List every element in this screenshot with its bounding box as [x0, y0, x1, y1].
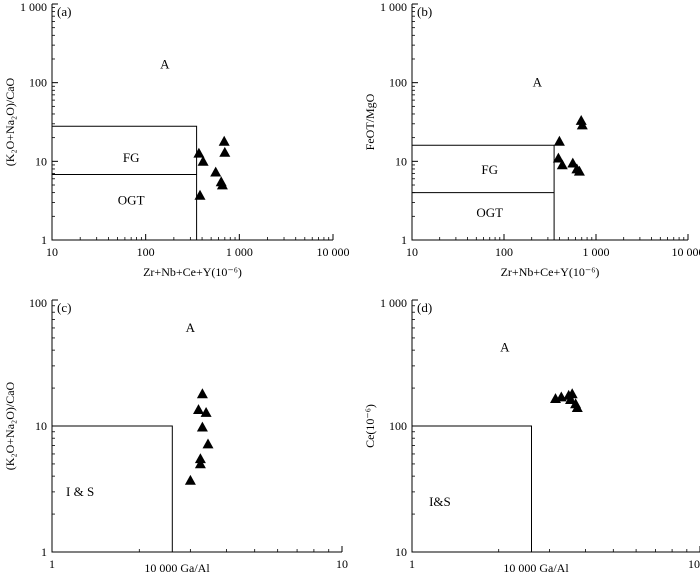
y-tick-label: 100 [389, 76, 407, 90]
data-point [216, 179, 228, 190]
region-label: OGT [118, 192, 145, 207]
data-point [553, 135, 565, 146]
y-axis-label: FeOT/MgO [363, 93, 377, 150]
y-tick-label: 10 [35, 419, 47, 433]
data-point [576, 119, 588, 130]
region-label: I&S [429, 494, 451, 509]
x-tick-label: 10 [336, 557, 348, 571]
y-tick-label: 1 [401, 233, 407, 247]
data-point [193, 404, 204, 414]
axis-lines [411, 4, 688, 241]
data-point [219, 146, 231, 157]
field-boundary [412, 144, 555, 240]
y-tick-label: 10 [395, 154, 407, 168]
panel-label: (c) [57, 300, 71, 315]
x-tick-label: 1 [409, 557, 415, 571]
region-label: I & S [66, 484, 94, 499]
data-point [202, 438, 214, 449]
panel-label: (b) [417, 4, 432, 19]
data-point [565, 394, 576, 404]
x-tick-label: 10 000 [672, 245, 700, 259]
region-label: FG [481, 162, 498, 177]
region-label: OGT [476, 205, 503, 220]
data-point [575, 115, 587, 125]
field-boundary [52, 125, 198, 240]
panel-2: 1 10 1 10 100 10 000 Ga/Al (K₂O+Na₂O)/CaO (c) A I… [3, 296, 348, 573]
data-point [197, 155, 209, 166]
data-point [194, 453, 206, 464]
y-axis-label: Ce(10⁻⁶) [363, 404, 377, 448]
x-axis-label: Zr+Nb+Ce+Y(10⁻⁶) [143, 265, 242, 279]
x-tick-label: 10 [406, 245, 418, 259]
region-label: A [533, 75, 543, 90]
data-point [571, 402, 583, 412]
data-point [200, 407, 212, 417]
data-point [210, 166, 222, 177]
y-tick-label: 10 [395, 545, 407, 559]
y-tick-label: 1 [41, 233, 47, 247]
y-tick-label: 100 [389, 419, 407, 433]
data-point [218, 135, 230, 146]
x-axis-label: 10 000 Ga/Al [503, 561, 569, 573]
data-point [184, 474, 196, 485]
x-axis-label: 10 000 Ga/Al [144, 561, 210, 573]
region-label: FG [123, 150, 140, 165]
y-tick-label: 1 [41, 545, 47, 559]
x-tick-label: 10 [688, 557, 700, 571]
x-axis-label: Zr+Nb+Ce+Y(10⁻⁶) [501, 265, 600, 279]
y-tick-label: 100 [29, 76, 47, 90]
y-tick-label: 100 [29, 296, 47, 310]
data-point [194, 189, 206, 200]
x-tick-label: 10 000 [317, 245, 350, 259]
data-point [194, 458, 206, 469]
y-axis-label: (K₂O+Na₂O)/CaO [3, 381, 17, 470]
data-point [196, 421, 208, 432]
panel-label: (a) [57, 4, 71, 19]
x-tick-label: 1 000 [226, 245, 253, 259]
y-tick-label: 10 [35, 154, 47, 168]
x-tick-label: 1 000 [583, 245, 610, 259]
y-tick-label: 1 000 [380, 0, 407, 14]
axis-lines [51, 4, 333, 241]
data-point [193, 147, 205, 158]
data-point [556, 159, 568, 170]
x-tick-label: 100 [495, 245, 513, 259]
y-tick-label: 1 000 [20, 0, 47, 14]
region-label: A [500, 339, 510, 354]
x-tick-label: 10 [46, 245, 58, 259]
x-tick-label: 1 [49, 557, 55, 571]
field-boundary [52, 425, 173, 552]
data-point [567, 157, 579, 168]
data-point [573, 165, 585, 176]
region-label: A [186, 320, 196, 335]
region-label: A [160, 57, 170, 72]
data-point [566, 388, 578, 399]
y-axis-label: (K₂O+Na₂O)/CaO [3, 77, 17, 166]
x-tick-label: 100 [137, 245, 155, 259]
data-point [552, 152, 564, 163]
panel-label: (d) [417, 300, 432, 315]
field-boundary [412, 425, 532, 552]
y-tick-label: 1 000 [380, 296, 407, 310]
data-point [196, 388, 208, 399]
